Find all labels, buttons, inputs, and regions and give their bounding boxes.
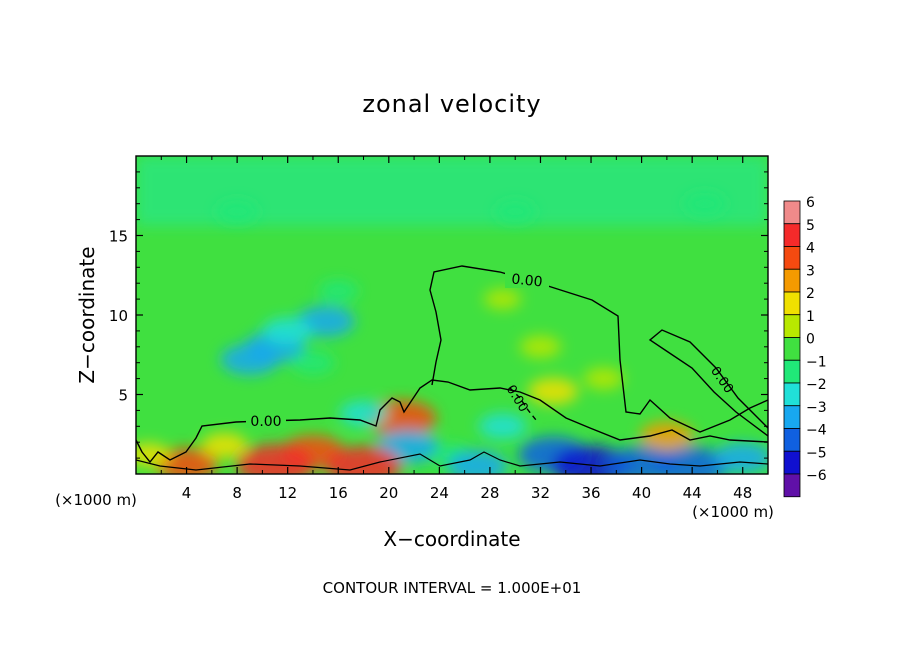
x-unit-right: (×1000 m)	[692, 503, 774, 521]
colorbar-swatch	[783, 473, 801, 498]
colorbar-swatch	[783, 268, 801, 293]
colorbar-label: −1	[806, 354, 827, 370]
field-blob-3	[220, 344, 279, 376]
colorbar-label: 4	[806, 241, 815, 257]
colorbar-label: 2	[806, 286, 815, 302]
x-tick-label: 48	[733, 484, 752, 502]
zero-contour-right-lobe	[648, 329, 768, 437]
colorbar-swatch	[783, 223, 801, 247]
field-blob-6	[216, 200, 259, 224]
zero-contour-lower	[136, 379, 768, 464]
colorbar-swatch	[783, 382, 801, 407]
contour-label-b: 0.00	[250, 414, 281, 430]
chart-title: zonal velocity	[362, 90, 541, 118]
x-tick-label: 44	[683, 484, 702, 502]
x-axis-ticks: 4 8 12 16 20 24 28 32 36 40 44 48	[160, 156, 752, 502]
field-blob-7	[495, 200, 536, 223]
field-blob-4	[291, 350, 335, 375]
plot-field	[136, 156, 768, 474]
field-blob-15	[478, 413, 527, 440]
x-tick-label: 8	[232, 484, 242, 502]
x-tick-label: 40	[632, 484, 651, 502]
colorbar-swatch	[783, 291, 801, 316]
field-blob-30	[136, 443, 171, 467]
x-unit-left: (×1000 m)	[55, 491, 137, 509]
y-tick-label: 5	[118, 387, 128, 405]
x-tick-label: 16	[329, 484, 348, 502]
colorbar-label: −3	[806, 400, 827, 416]
colorbar-label: 5	[806, 218, 815, 234]
colorbar-swatch	[783, 359, 801, 384]
x-tick-label: 32	[531, 484, 550, 502]
x-tick-label: 4	[182, 484, 192, 502]
zero-contour-dashed	[509, 387, 537, 421]
field-blob-8	[683, 192, 726, 216]
colorbar-swatch	[783, 428, 801, 452]
x-tick-label: 28	[480, 484, 499, 502]
y-axis-label: Z−coordinate	[75, 246, 99, 383]
field-blob-11	[583, 367, 624, 390]
field-blob-12	[484, 288, 522, 310]
contour-label-bg	[505, 272, 549, 288]
field-blob-2	[262, 317, 313, 345]
colorbar-swatch	[783, 314, 801, 338]
colorbar-label: −2	[806, 377, 827, 393]
y-tick-label: 10	[109, 307, 128, 325]
zero-contour-ground	[136, 451, 768, 471]
colorbar-label: 1	[806, 309, 815, 325]
field-blob-5	[318, 280, 359, 303]
x-tick-label: 36	[581, 484, 600, 502]
field-blob-29	[201, 432, 248, 458]
colorbar: 6 5 4 3 2 1 0 −1 −2 −3 −4 −5 −6	[783, 195, 827, 498]
contour-interval: CONTOUR INTERVAL = 1.000E+01	[323, 579, 582, 597]
field-blob-27	[447, 450, 508, 474]
contour-label-a: 0.00	[511, 271, 544, 290]
field-blob-26	[713, 442, 768, 474]
zero-contour-upper	[429, 265, 768, 433]
field-blob-28	[607, 446, 676, 474]
colorbar-label: 6	[806, 195, 815, 211]
x-tick-label: 12	[278, 484, 297, 502]
colorbar-label: −4	[806, 423, 827, 439]
field-blob-18	[339, 400, 388, 427]
field-blob-9	[528, 377, 579, 405]
contour-label-bg-2	[246, 412, 286, 428]
colorbar-swatch	[783, 246, 801, 270]
colorbar-label: 3	[806, 263, 815, 279]
field-blob-16	[639, 421, 694, 451]
field-blob-20	[236, 443, 315, 474]
colorbar-label: −5	[806, 445, 827, 461]
x-tick-label: 20	[379, 484, 398, 502]
field-blob-10	[519, 335, 561, 359]
colorbar-label: 0	[806, 332, 815, 348]
x-tick-label: 24	[430, 484, 449, 502]
colorbar-label: −6	[806, 468, 827, 484]
y-tick-label: 15	[109, 228, 128, 246]
colorbar-swatch	[783, 450, 801, 475]
colorbar-swatch	[783, 200, 801, 225]
field-blob-22	[325, 446, 402, 474]
colorbar-swatch	[783, 337, 801, 361]
y-axis-ticks: 5 10 15	[109, 171, 768, 459]
x-axis-label: X−coordinate	[383, 527, 520, 551]
colorbar-swatch	[783, 405, 801, 429]
